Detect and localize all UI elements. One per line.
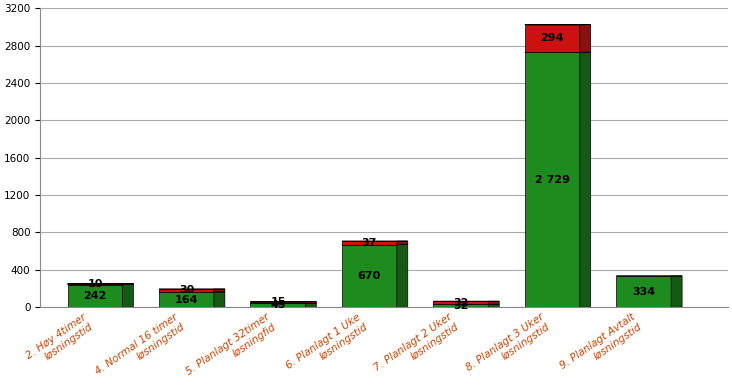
Text: 10: 10	[87, 279, 102, 289]
Bar	[525, 52, 580, 307]
Polygon shape	[488, 304, 499, 307]
Text: 164: 164	[175, 294, 198, 305]
Polygon shape	[397, 241, 408, 245]
Bar	[616, 276, 671, 307]
Bar	[433, 304, 488, 307]
Text: 670: 670	[358, 271, 381, 281]
Text: 32: 32	[453, 301, 468, 311]
Text: 2 729: 2 729	[535, 175, 569, 185]
Bar	[342, 241, 397, 245]
Polygon shape	[305, 301, 316, 303]
Text: 30: 30	[179, 285, 194, 296]
Bar	[67, 283, 122, 285]
Bar	[250, 303, 305, 307]
Polygon shape	[580, 52, 591, 307]
Text: 242: 242	[83, 291, 107, 301]
Polygon shape	[305, 303, 316, 307]
Polygon shape	[671, 276, 682, 307]
Bar	[525, 25, 580, 52]
Bar	[159, 289, 214, 292]
Polygon shape	[397, 245, 408, 307]
Text: 15: 15	[270, 297, 285, 307]
Polygon shape	[214, 289, 225, 292]
Text: 334: 334	[632, 287, 655, 297]
Text: 294: 294	[540, 34, 564, 43]
Text: 32: 32	[453, 298, 468, 308]
Bar	[342, 245, 397, 307]
Polygon shape	[214, 292, 225, 307]
Polygon shape	[122, 283, 133, 285]
Bar	[67, 285, 122, 307]
Bar	[250, 301, 305, 303]
Text: 37: 37	[362, 238, 377, 248]
Bar	[433, 301, 488, 304]
Text: 45: 45	[270, 300, 285, 310]
Polygon shape	[122, 285, 133, 307]
Polygon shape	[488, 301, 499, 304]
Polygon shape	[580, 25, 591, 52]
Bar	[159, 292, 214, 307]
